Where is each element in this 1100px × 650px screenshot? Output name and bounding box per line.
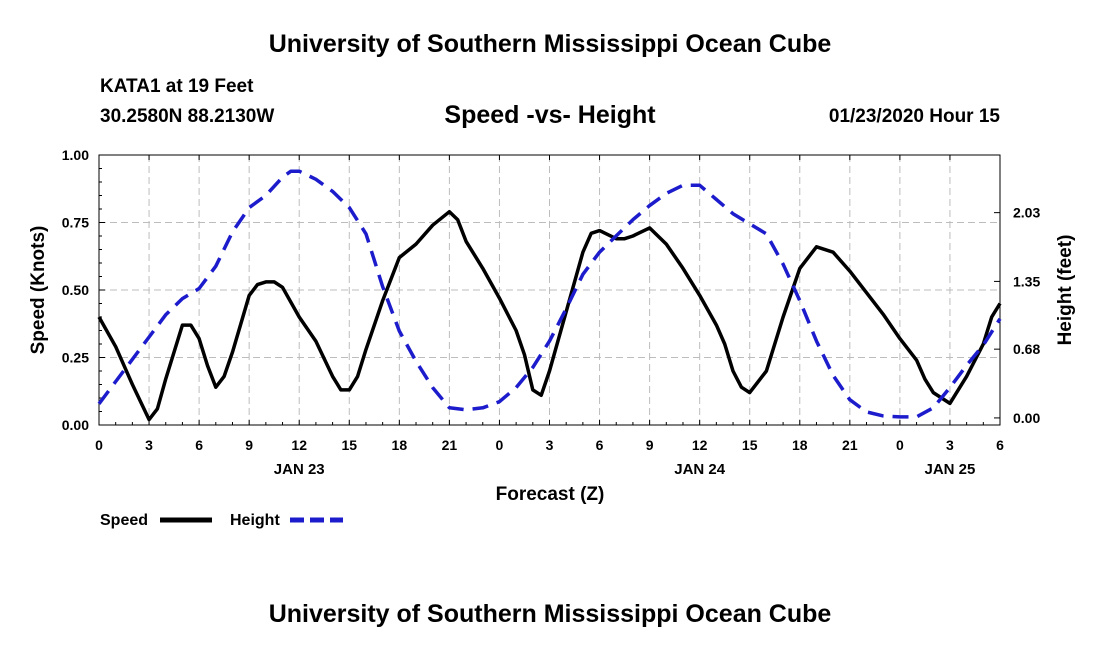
x-tick-label: 9: [245, 437, 253, 453]
legend: Speed Height: [100, 512, 343, 529]
x-tick-label: 3: [946, 437, 954, 453]
speed-series-line: [97, 209, 1002, 422]
x-tick-label: 12: [692, 437, 708, 453]
x-tick-label: 3: [546, 437, 554, 453]
x-tick-label: 15: [341, 437, 357, 453]
footer-title: University of Southern Mississippi Ocean…: [268, 600, 832, 628]
x-date-label: JAN 24: [674, 461, 726, 478]
y-axis-title: Speed (Knots): [28, 226, 49, 355]
x-tick-label: 0: [496, 437, 504, 453]
x-date-label: JAN 23: [274, 461, 325, 478]
x-tick-label: 9: [646, 437, 654, 453]
y-tick-label: 0.50: [62, 282, 89, 298]
y2-tick-label: 1.35: [1013, 273, 1040, 289]
legend-height-label: Height: [230, 512, 280, 529]
y-tick-label: 0.75: [62, 215, 89, 231]
x-tick-label: 0: [95, 437, 103, 453]
x-tick-label: 12: [291, 437, 307, 453]
y-tick-label: 1.00: [62, 147, 89, 163]
height-series-line: [97, 169, 1002, 419]
x-tick-label: 21: [842, 437, 858, 453]
x-tick-label: 0: [896, 437, 904, 453]
x-tick-label: 21: [442, 437, 458, 453]
x-tick-label: 18: [792, 437, 808, 453]
x-tick-label: 6: [996, 437, 1004, 453]
x-tick-label: 3: [145, 437, 153, 453]
page-title: University of Southern Mississippi Ocean…: [268, 30, 832, 58]
y2-tick-label: 0.00: [1013, 410, 1040, 426]
x-date-label: JAN 25: [925, 461, 976, 478]
chart-title: Speed -vs- Height: [444, 101, 656, 129]
legend-speed-label: Speed: [100, 512, 148, 529]
forecast-datetime: 01/23/2020 Hour 15: [828, 106, 1000, 127]
x-tick-label: 18: [392, 437, 408, 453]
y-tick-label: 0.25: [62, 350, 89, 366]
y2-tick-label: 0.68: [1013, 341, 1040, 357]
axes-layer: 0 3 6 9 12 15 18 21 0 3 6 9 12 15 18 21 0 3 6 JAN 23 JAN 24 J…: [28, 147, 1076, 505]
series-layer: [97, 169, 1002, 422]
y2-tick-label: 2.03: [1013, 205, 1040, 221]
x-tick-label: 6: [195, 437, 203, 453]
y-tick-label: 0.00: [62, 417, 89, 433]
station-label: KATA1 at 19 Feet: [100, 76, 254, 97]
x-tick-label: 15: [742, 437, 758, 453]
y2-axis-title: Height (feet): [1055, 235, 1076, 346]
x-axis-title: Forecast (Z): [496, 484, 605, 505]
x-tick-label: 6: [596, 437, 604, 453]
station-coordinates: 30.2580N 88.2130W: [100, 106, 275, 127]
